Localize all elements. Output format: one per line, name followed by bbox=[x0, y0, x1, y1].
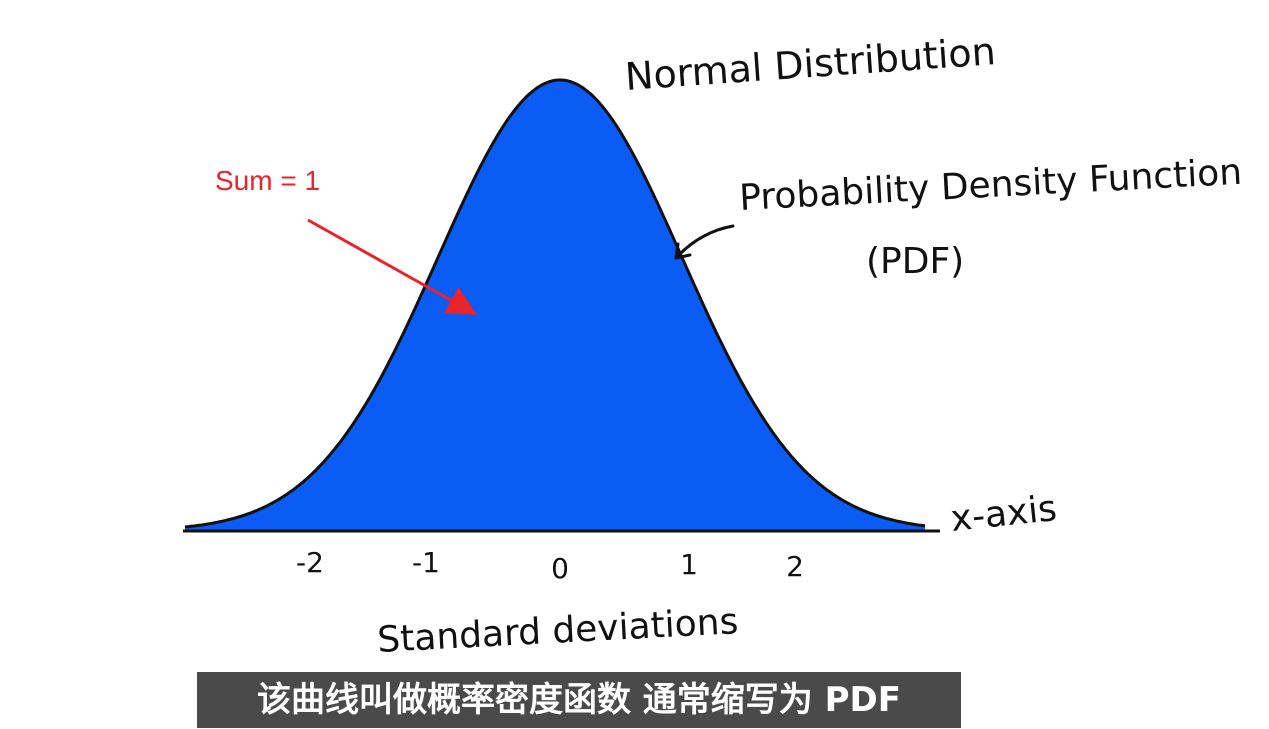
curve-label-line2: (PDF) bbox=[866, 241, 964, 282]
subtitle-caption: 该曲线叫做概率密度函数 通常缩写为 PDF bbox=[256, 680, 902, 720]
tick-label-neg2: -2 bbox=[296, 546, 324, 579]
sum-annotation-arrow bbox=[307, 218, 478, 315]
diagram-title: Normal Distribution bbox=[624, 29, 997, 99]
sum-annotation: Sum = 1 bbox=[215, 165, 320, 196]
bell-curve-area bbox=[185, 80, 925, 531]
curve-pointer-arrow bbox=[674, 224, 735, 260]
subtitle-bar bbox=[197, 672, 961, 728]
tick-label-neg1: -1 bbox=[412, 546, 440, 579]
bell-curve-outline bbox=[184, 78, 926, 529]
x-axis-label: x-axis bbox=[949, 488, 1059, 540]
curve-pointer-arrowhead bbox=[674, 242, 692, 260]
tick-label-1: 1 bbox=[680, 548, 698, 581]
tick-label-0: 0 bbox=[551, 552, 569, 585]
tick-label-2: 2 bbox=[786, 550, 804, 583]
curve-label-line1: Probability Density Function bbox=[738, 152, 1243, 219]
x-axis-caption: Standard deviations bbox=[376, 601, 739, 661]
